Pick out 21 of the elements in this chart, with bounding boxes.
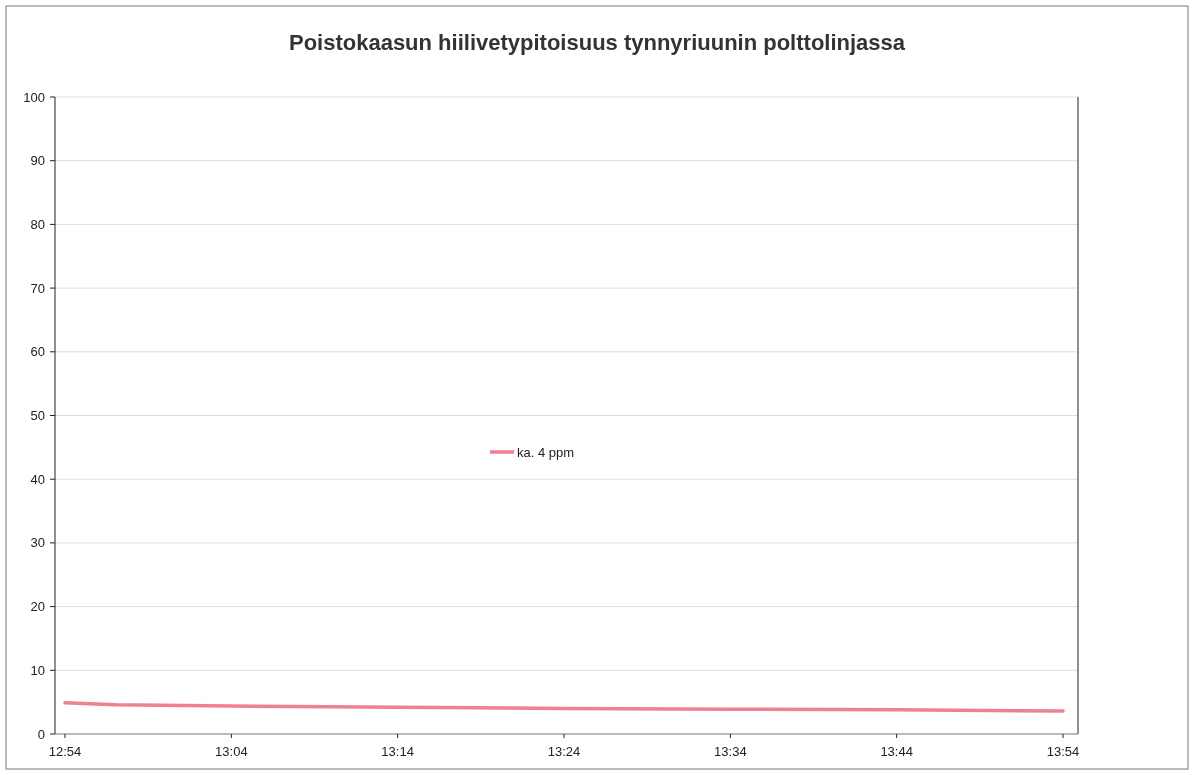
line-series (63, 701, 1065, 713)
x-tick-label: 13:44 (880, 744, 913, 759)
x-tick-label: 13:14 (381, 744, 414, 759)
y-tick-label: 70 (30, 280, 45, 296)
x-tick-label: 12:54 (48, 744, 82, 759)
y-tick-label: 30 (30, 535, 45, 551)
y-tick-label: 50 (30, 408, 45, 424)
y-tick-label: 0 (37, 726, 45, 742)
x-tick-label: 13:04 (215, 744, 248, 759)
y-tick-label: 40 (30, 471, 45, 487)
y-tick-label: 90 (30, 153, 45, 169)
legend-label: ka. 4 ppm (517, 444, 575, 460)
y-tick-label: 10 (30, 662, 45, 678)
x-tick-label: 13:34 (714, 744, 747, 759)
chart-title: Poistokaasun hiilivetypitoisuus tynnyriuunin polttolinjassa (288, 30, 906, 55)
y-tick-label: 60 (30, 344, 45, 360)
y-tick-label: 20 (30, 599, 45, 615)
x-tick-label: 13:24 (547, 744, 581, 759)
y-tick-label: 80 (30, 216, 45, 232)
x-tick-label: 13:54 (1046, 744, 1080, 759)
y-tick-label: 100 (23, 89, 45, 105)
